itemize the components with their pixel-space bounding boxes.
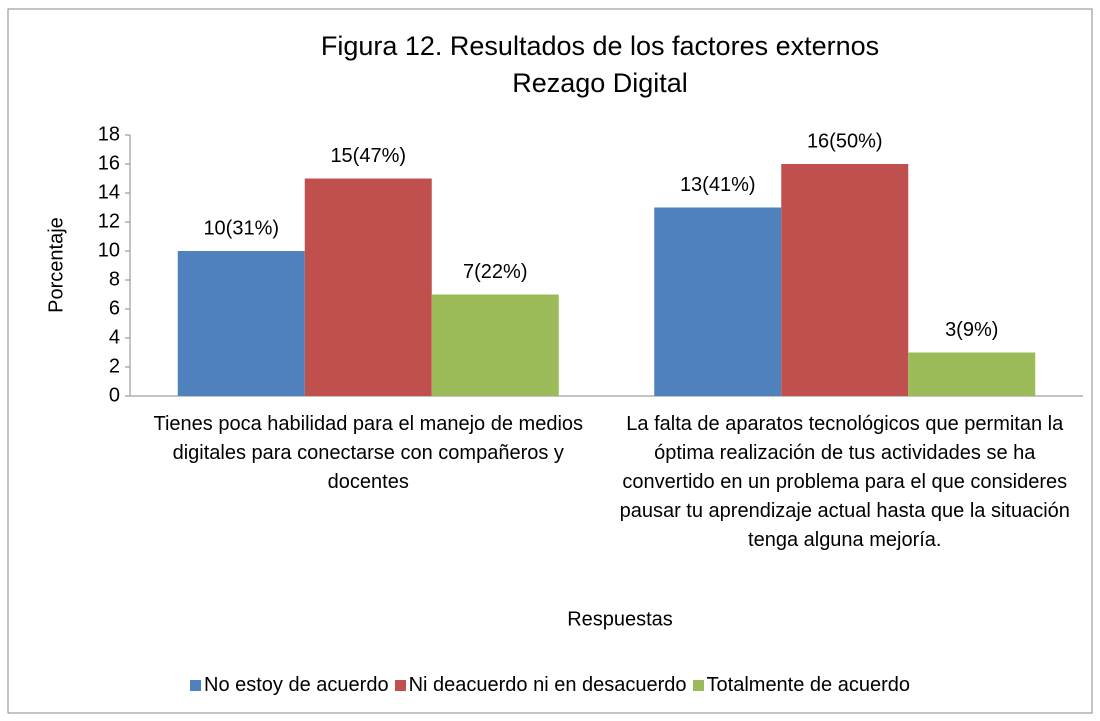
data-label: 13(41%) xyxy=(680,174,756,196)
bar xyxy=(908,352,1036,396)
chart-title: Figura 12. Resultados de los factores ex… xyxy=(321,31,879,61)
y-tick-label: 14 xyxy=(98,181,120,203)
y-axis-label: Porcentaje xyxy=(45,217,67,313)
legend-label: No estoy de acuerdo xyxy=(204,674,389,696)
legend-item: Ni deacuerdo ni en desacuerdo xyxy=(394,674,687,697)
x-axis-label: Respuestas xyxy=(567,608,673,630)
y-tick-label: 12 xyxy=(98,210,120,232)
x-tick-label: La falta de aparatos tecnológicos que pe… xyxy=(619,413,1070,551)
legend-item: No estoy de acuerdo xyxy=(190,674,389,697)
y-tick-label: 4 xyxy=(109,326,120,348)
data-label: 16(50%) xyxy=(807,130,883,152)
legend-swatch xyxy=(190,680,201,691)
y-tick-label: 16 xyxy=(98,152,120,174)
y-tick-label: 6 xyxy=(109,297,120,319)
data-label: 10(31%) xyxy=(203,217,279,239)
data-label: 15(47%) xyxy=(330,145,406,167)
legend-item: Totalmente de acuerdo xyxy=(692,674,910,697)
legend-swatch xyxy=(692,680,704,691)
y-tick-label: 10 xyxy=(98,239,120,261)
bar xyxy=(177,251,305,396)
bar xyxy=(781,164,909,396)
x-tick-label: Tienes poca habilidad para el manejo de … xyxy=(153,413,584,493)
y-tick-label: 2 xyxy=(109,355,120,377)
bar xyxy=(654,207,782,396)
bar xyxy=(431,294,559,396)
data-label: 7(22%) xyxy=(463,261,527,283)
y-tick-label: 18 xyxy=(98,123,120,145)
legend-label: Ni deacuerdo ni en desacuerdo xyxy=(408,674,687,696)
bar xyxy=(304,178,432,396)
legend-swatch xyxy=(394,680,406,691)
y-tick-label: 0 xyxy=(109,384,120,406)
legend: No estoy de acuerdo Ni deacuerdo ni en de… xyxy=(0,674,1100,697)
y-tick-label: 8 xyxy=(109,268,120,290)
data-label: 3(9%) xyxy=(945,319,998,341)
legend-label: Totalmente de acuerdo xyxy=(706,674,910,696)
chart-title: Rezago Digital xyxy=(512,68,688,98)
